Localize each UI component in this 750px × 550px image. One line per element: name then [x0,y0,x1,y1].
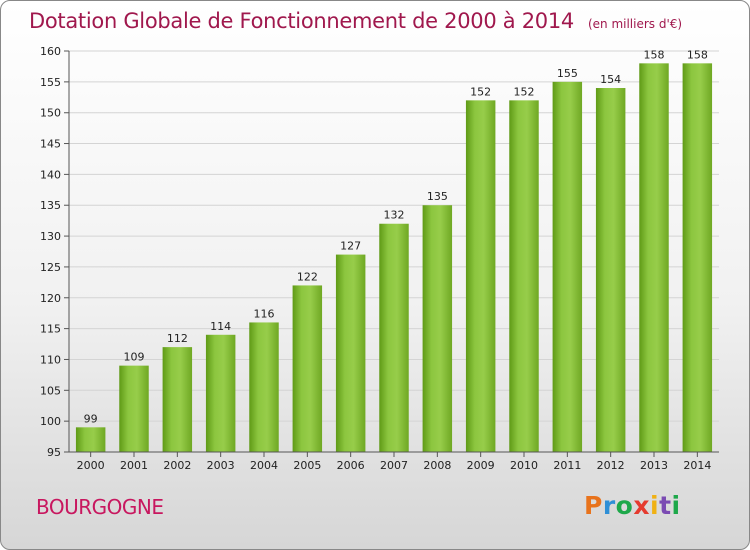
y-tick-label: 105 [40,384,61,397]
bar-value-label: 135 [427,190,448,203]
bar-value-label: 109 [124,351,145,364]
x-tick-label: 2001 [120,459,148,472]
chart-title: Dotation Globale de Fonctionnement de 20… [29,9,682,33]
bar [205,334,236,452]
chart-title-text: Dotation Globale de Fonctionnement de 20… [29,9,574,33]
x-tick-label: 2008 [423,459,451,472]
region-label: BOURGOGNE [36,495,164,519]
proxiti-logo[interactable]: Proxiti [584,491,681,520]
x-tick-label: 2013 [640,459,668,472]
bar [465,100,496,452]
x-tick-label: 2000 [77,459,105,472]
chart-unit: (en milliers d'€) [587,17,683,31]
bar-value-label: 122 [297,270,318,283]
y-tick-label: 110 [40,353,61,366]
y-tick-label: 135 [40,199,61,212]
bar-value-label: 132 [384,209,405,222]
x-tick-label: 2005 [293,459,321,472]
x-tick-label: 2009 [467,459,495,472]
logo-letter: i [650,491,660,520]
logo-letter: P [584,491,603,520]
logo-letter: i [671,491,681,520]
bar-value-label: 155 [557,67,578,80]
y-tick-label: 150 [40,107,61,120]
bar [595,88,626,452]
bar-value-label: 152 [514,85,535,98]
bar-value-label: 112 [167,332,188,345]
x-tick-label: 2014 [683,459,711,472]
bar-value-label: 116 [254,307,275,320]
y-tick-label: 140 [40,168,61,181]
bar-value-label: 154 [600,73,621,86]
y-tick-label: 125 [40,261,61,274]
bar [379,223,409,452]
y-tick-label: 145 [40,138,61,151]
bar [335,254,366,452]
bar-value-label: 127 [340,240,361,253]
bar [682,63,713,452]
bar [75,427,106,452]
bar [509,100,539,452]
y-tick-label: 130 [40,230,61,243]
x-tick-label: 2012 [597,459,625,472]
y-tick-label: 155 [40,76,61,89]
y-tick-label: 95 [47,446,61,459]
bar-value-label: 99 [84,412,98,425]
bar-value-label: 158 [644,48,665,61]
bar [119,365,149,452]
bar [552,81,583,452]
y-tick-label: 120 [40,292,61,305]
bar [249,322,279,452]
logo-letter: r [602,491,616,520]
bars: 99 109 112 114 116 122 127 132 135 152 152 155 154 15… [75,48,713,452]
bar-value-label: 158 [687,48,708,61]
logo-letter: o [615,491,634,520]
bar-value-label: 152 [470,85,491,98]
x-tick-label: 2010 [510,459,538,472]
x-tick-label: 2002 [163,459,191,472]
x-tick-label: 2003 [207,459,235,472]
bar [292,285,323,452]
bar [162,347,193,452]
y-tick-label: 100 [40,415,61,428]
logo-letter: t [659,491,672,520]
bar [639,63,669,452]
y-axis: 95 100 105 110 115 120 125 130 135 140 145 150 155 16… [40,45,70,459]
logo-letter: x [633,491,650,520]
y-tick-label: 115 [40,323,61,336]
bar-value-label: 114 [210,320,231,333]
y-tick-label: 160 [40,45,61,58]
x-tick-label: 2004 [250,459,278,472]
x-tick-label: 2006 [337,459,365,472]
x-tick-label: 2011 [553,459,581,472]
x-tick-label: 2007 [380,459,408,472]
bar [422,205,453,452]
x-axis: 2000 2001 2002 2003 2004 2005 2006 2007 2008 2009… [69,451,719,472]
